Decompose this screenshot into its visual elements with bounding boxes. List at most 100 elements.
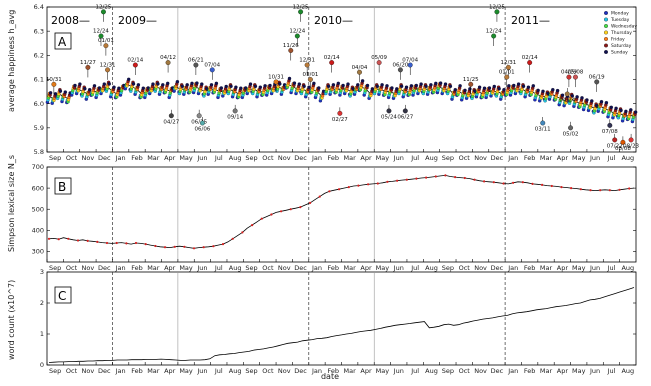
day-point: [570, 187, 572, 189]
x-tick-label: Aug: [425, 154, 438, 162]
day-point: [154, 245, 156, 247]
x-tick-label: Aug: [425, 264, 438, 272]
panel-b-label: B: [58, 180, 66, 194]
year-label-2008: 2008—: [51, 14, 90, 27]
year-label-2011: 2011—: [511, 14, 550, 27]
x-tick-label: Dec: [294, 154, 307, 162]
x-tick-label: May: [376, 264, 390, 272]
tv-icon: [403, 109, 408, 114]
x-tick-label: Apr: [557, 367, 569, 375]
x-tick-label: Nov: [474, 264, 487, 272]
day-point: [332, 83, 335, 86]
day-point: [176, 80, 179, 83]
day-point: [106, 242, 108, 244]
legend-label: Friday: [611, 37, 625, 43]
day-point: [229, 85, 232, 88]
day-point: [634, 111, 637, 114]
event-label: 02/14: [324, 55, 340, 61]
day-point: [600, 100, 603, 103]
day-point: [361, 79, 364, 82]
shuttle-icon: [608, 123, 613, 128]
day-point: [454, 176, 456, 178]
day-point: [87, 240, 89, 242]
event-label: 12/24: [486, 29, 502, 35]
year-label-2010: 2010—: [314, 14, 353, 27]
day-point: [483, 87, 486, 90]
event-label: 12/25: [489, 4, 505, 10]
event-label: 11/27: [80, 60, 96, 66]
event-label: 10/31: [46, 77, 62, 83]
day-point: [507, 84, 510, 87]
day-point: [125, 242, 127, 244]
x-tick-label: Jul: [214, 264, 223, 272]
day-point: [610, 106, 613, 109]
event-label: 04/04: [352, 65, 368, 71]
day-point: [200, 83, 203, 86]
event-label: 12/25: [293, 4, 309, 10]
event-label: 06/25: [191, 119, 207, 125]
day-point: [319, 196, 321, 198]
x-tick-label: Nov: [278, 367, 291, 375]
day-point: [580, 96, 583, 99]
x-tick-label: May: [179, 154, 193, 162]
y-tick-label: 6.0: [34, 100, 44, 108]
day-point: [48, 238, 50, 240]
event-label: 03/11: [535, 127, 551, 133]
mic-icon: [233, 109, 238, 114]
day-point: [512, 84, 515, 87]
event-label: 06/06: [195, 127, 211, 133]
x-tick-label: Aug: [621, 154, 634, 162]
day-point: [290, 208, 292, 210]
day-point: [396, 180, 398, 182]
day-point: [137, 83, 140, 86]
x-tick-label: Jan: [311, 264, 322, 272]
x-tick-label: Feb: [328, 264, 340, 272]
day-point: [367, 183, 369, 185]
x-tick-label: Oct: [66, 367, 78, 375]
day-point: [49, 91, 52, 94]
x-tick-label: Apr: [360, 154, 372, 162]
event-label: 01/01: [302, 72, 318, 78]
day-point: [385, 84, 388, 87]
panel-a-happiness: 10/3111/2712/2512/2401/0112/3102/14 04/12…: [7, 3, 640, 162]
day-point: [405, 86, 408, 89]
day-point: [435, 175, 437, 177]
x-tick-label: Nov: [278, 264, 291, 272]
event-label: 12/25: [96, 4, 112, 10]
x-tick-label: Sep: [49, 367, 61, 375]
x-tick-label: Feb: [131, 264, 143, 272]
event-label: 04/27: [163, 119, 179, 125]
day-point: [328, 190, 330, 192]
x-tick-label: Jun: [196, 367, 207, 375]
event-label: 12/24: [289, 29, 305, 35]
x-tick-label: Jul: [607, 367, 616, 375]
day-point: [261, 218, 263, 220]
day-point: [560, 186, 562, 188]
day-point: [585, 98, 588, 101]
x-tick-label: Feb: [131, 154, 143, 162]
day-point: [444, 174, 446, 176]
day-point: [183, 246, 185, 248]
day-point: [166, 82, 169, 85]
day-point: [164, 246, 166, 248]
event-label: 05/08: [568, 70, 584, 76]
event-label: 01/01: [499, 70, 515, 76]
day-point: [619, 109, 622, 112]
x-tick-label: Nov: [278, 154, 291, 162]
x-tick-label: Dec: [491, 367, 504, 375]
wave-icon: [540, 121, 545, 126]
x-tick-label: Sep: [442, 264, 454, 272]
day-point: [580, 188, 582, 190]
day-point: [346, 83, 349, 86]
day-point: [376, 85, 379, 88]
day-point: [463, 89, 466, 92]
day-point: [439, 82, 442, 85]
day-point: [151, 83, 154, 86]
x-tick-label: Jan: [507, 367, 518, 375]
panel-b-frame: [47, 167, 636, 262]
legend-swatch: [604, 31, 608, 35]
x-tick-label: Sep: [442, 367, 454, 375]
panel-c-word-count: 0123 Sep Oct Nov Dec Jan Feb Mar Apr May Jun Jul Au…: [7, 268, 636, 375]
day-point: [309, 202, 311, 204]
x-tick-label: Apr: [164, 154, 176, 162]
